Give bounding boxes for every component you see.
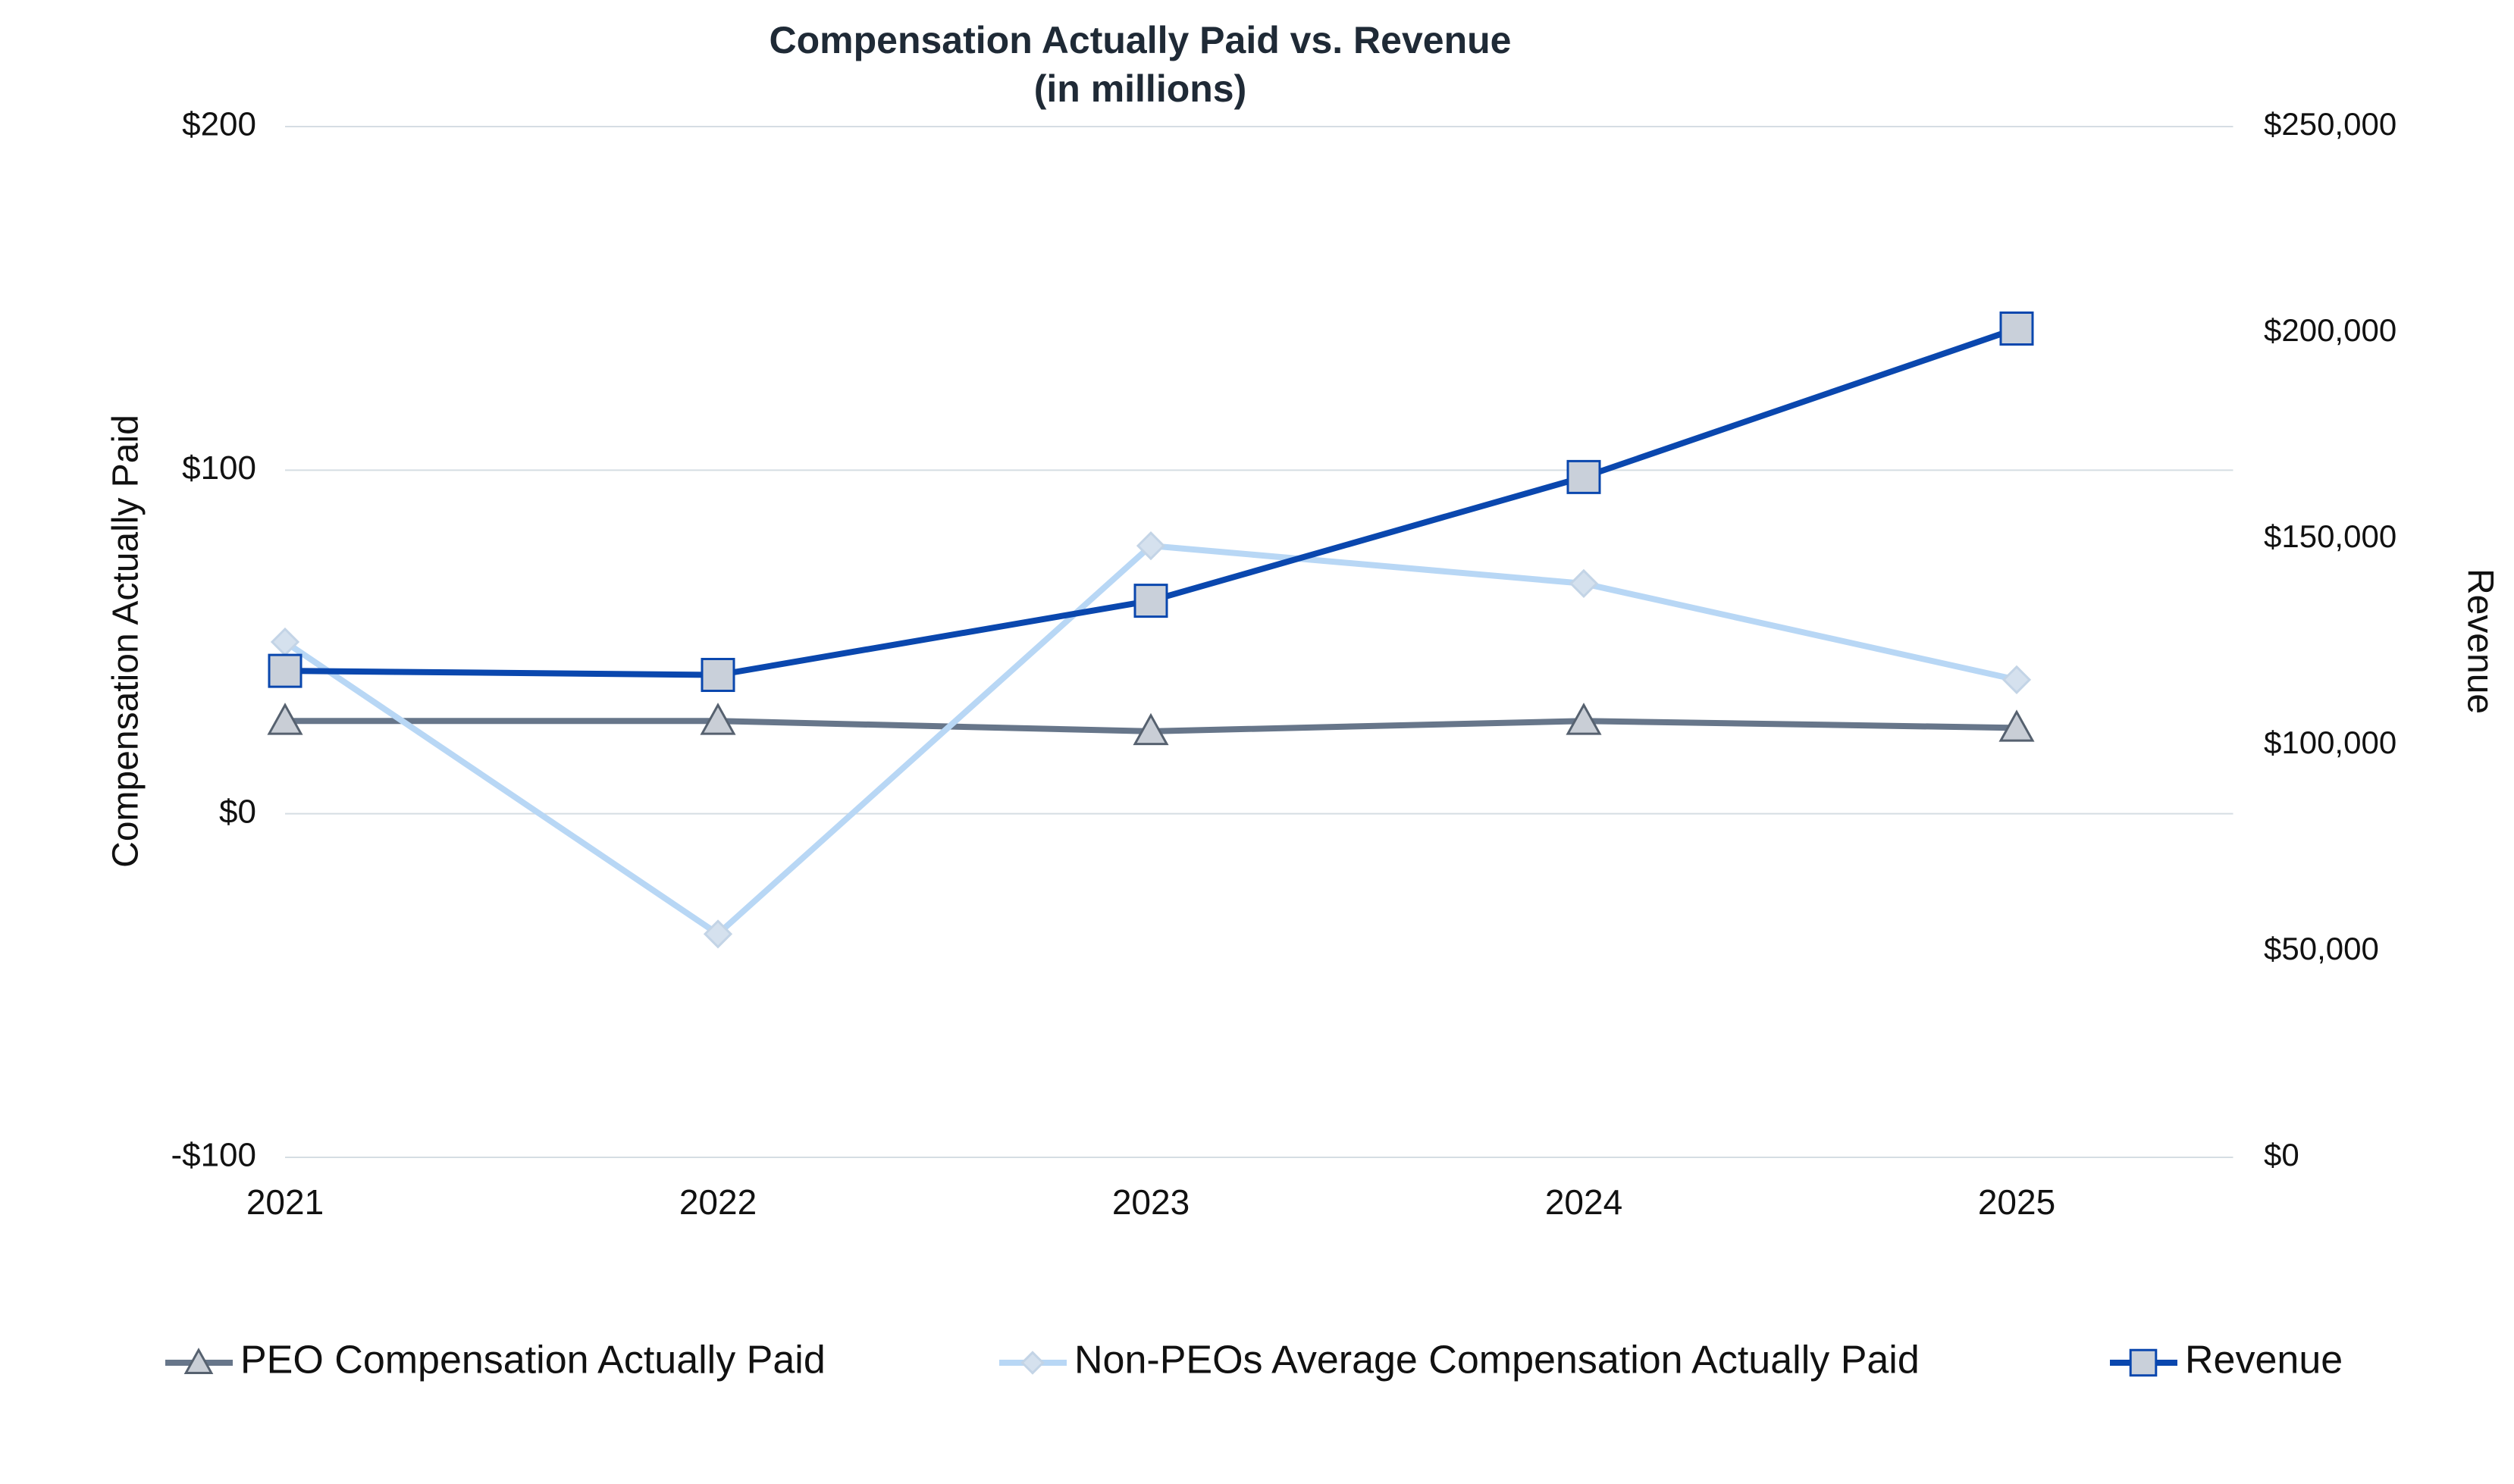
- chart-subtitle: (in millions): [1034, 67, 1247, 110]
- y2-tick-label: $0: [2264, 1137, 2299, 1172]
- y2-axis-label: Revenue: [2459, 568, 2500, 714]
- chart-title: Compensation Actually Paid vs. Revenue: [770, 19, 1512, 61]
- data-point: [2001, 665, 2032, 694]
- legend-marker: [1020, 1351, 1045, 1375]
- y2-tick-label: $50,000: [2264, 931, 2379, 966]
- y-tick-label: $0: [219, 793, 256, 830]
- data-point: [268, 653, 302, 688]
- y2-tick-label: $200,000: [2264, 312, 2396, 348]
- y-axis-label: Compensation Actually Paid: [106, 415, 146, 868]
- x-tick-label: 2023: [1112, 1182, 1190, 1222]
- data-point: [1566, 703, 1602, 735]
- data-point: [701, 658, 735, 693]
- data-point: [700, 703, 736, 735]
- x-tick-label: 2024: [1545, 1182, 1622, 1222]
- data-point: [267, 703, 303, 735]
- x-tick-label: 2022: [679, 1182, 757, 1222]
- y-tick-label: $100: [182, 449, 256, 487]
- y2-tick-label: $100,000: [2264, 725, 2396, 760]
- y2-tick-label: $150,000: [2264, 518, 2396, 554]
- data-point: [1999, 312, 2034, 346]
- legend-label: PEO Compensation Actually Paid: [240, 1338, 826, 1382]
- legend-label: Non-PEOs Average Compensation Actually P…: [1074, 1338, 1920, 1382]
- legend-marker: [2129, 1348, 2158, 1377]
- data-point: [1998, 709, 2035, 742]
- x-tick-label: 2025: [1978, 1182, 2055, 1222]
- data-point: [703, 919, 733, 949]
- x-tick-label: 2021: [246, 1182, 324, 1222]
- legend-label: Revenue: [2185, 1338, 2343, 1382]
- y-tick-label: -$100: [171, 1137, 256, 1174]
- y2-tick-label: $250,000: [2264, 106, 2396, 142]
- data-point: [1133, 584, 1168, 618]
- data-point: [1133, 712, 1169, 746]
- legend-marker: [183, 1348, 214, 1374]
- y-tick-label: $200: [182, 106, 256, 143]
- data-point: [1136, 531, 1166, 561]
- data-point: [1566, 459, 1601, 494]
- data-point: [1569, 568, 1599, 599]
